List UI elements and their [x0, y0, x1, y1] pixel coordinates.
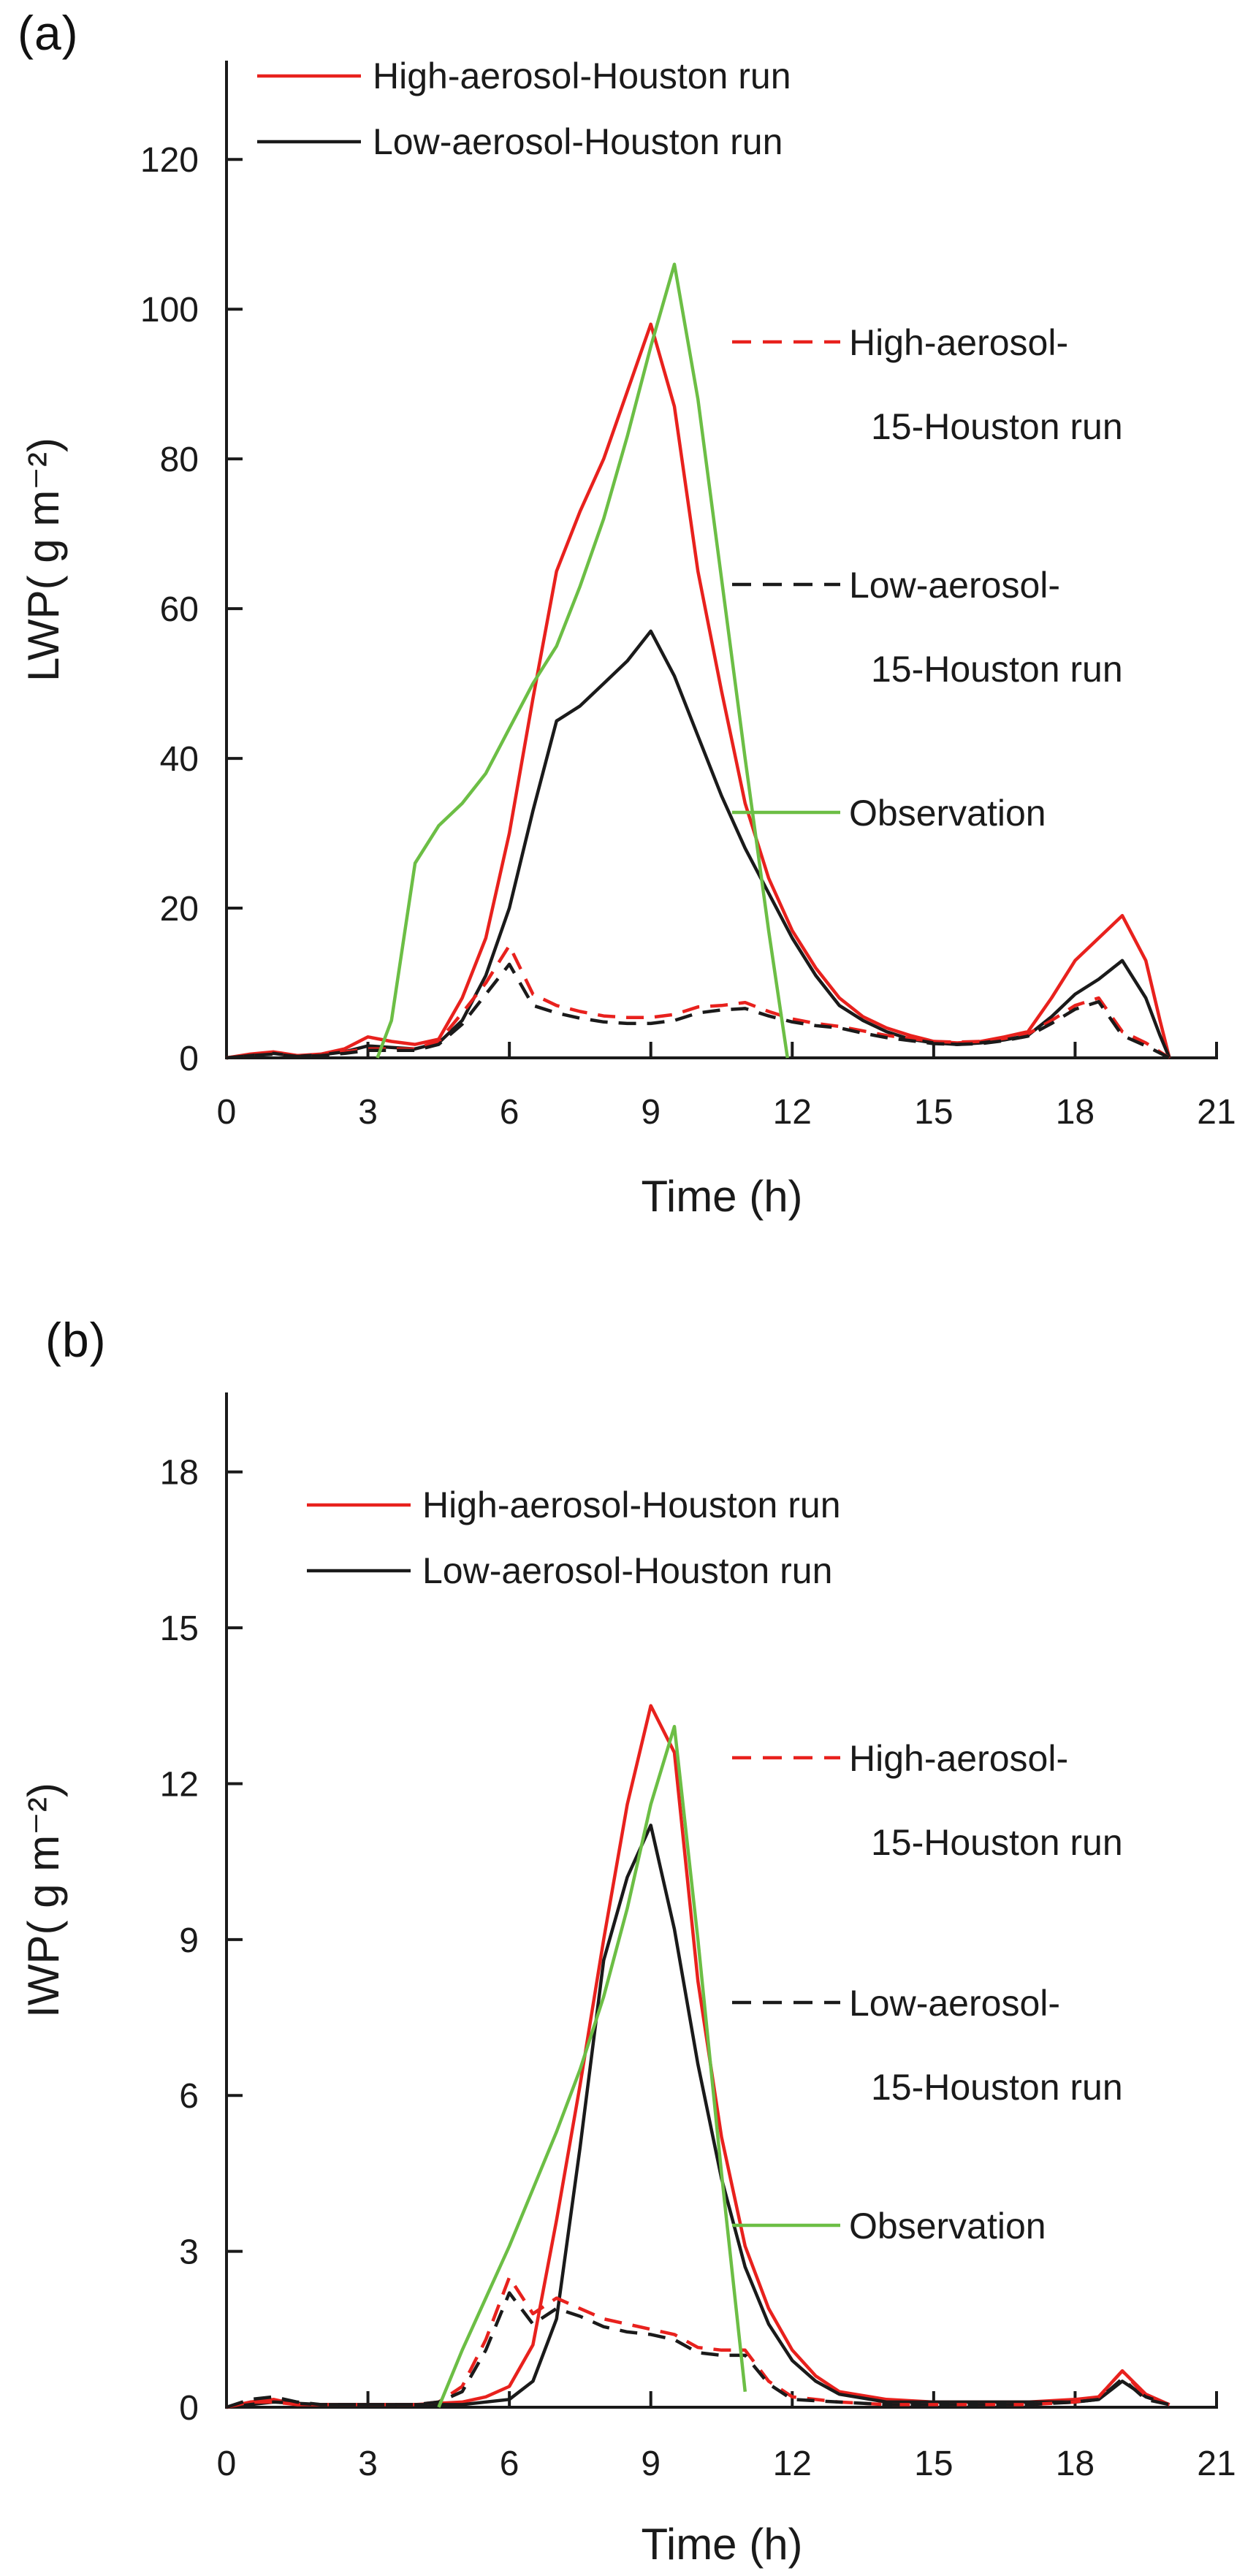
y-tick-label: 120: [140, 141, 199, 180]
lwp-line-chart: 0 3 6 9 12 15 18 21 0 20 40 60 80 100 120 Time (h) LWP( …: [19, 56, 1236, 1221]
legend-label-high-aerosol-houston-run: High-aerosol-Houston run: [422, 1485, 841, 1525]
series-line-low-aerosol-houston-run: [226, 629, 1171, 1060]
legend-label-high-aerosol-15-houston-run: High-aerosol-: [849, 1738, 1068, 1779]
x-tick-label: 15: [914, 1093, 953, 1132]
series-line-observation: [376, 262, 790, 1059]
x-tick-label: 21: [1197, 1093, 1236, 1132]
series-line-high-aerosol-15-houston-run: [226, 2275, 1171, 2409]
legend-label-high-aerosol-15-houston-run: 15-Houston run: [871, 1822, 1123, 1863]
x-axis-label: Time (h): [641, 2520, 802, 2569]
series-line-observation: [437, 1724, 747, 2408]
series-line-low-aerosol-15-houston-run: [226, 962, 1171, 1060]
legend-label-high-aerosol-15-houston-run: 15-Houston run: [871, 406, 1123, 447]
y-tick-label: 80: [160, 441, 199, 479]
axes: [225, 61, 1218, 1059]
x-tick-label: 21: [1197, 2444, 1236, 2483]
series-line-low-aerosol-15-houston-run: [226, 2291, 1170, 2409]
legend-label-observation: Observation: [849, 793, 1046, 834]
y-axis-label: IWP( g m⁻²): [19, 1783, 68, 2018]
axes: [225, 1392, 1218, 2409]
legend-label-low-aerosol-15-houston-run: 15-Houston run: [871, 649, 1123, 690]
x-tick-label: 12: [773, 2444, 812, 2483]
y-tick-label: 20: [160, 890, 199, 929]
panel-b-label: (b): [45, 1313, 107, 1367]
series-line-high-aerosol-houston-run: [226, 322, 1171, 1060]
x-tick-label: 0: [217, 1093, 237, 1132]
y-tick-label: 40: [160, 740, 199, 779]
x-tick-label: 15: [914, 2444, 953, 2483]
panel-b: (b) 0 3 6 9 12 15 18 21 0 3 6 9 12 15 18 Time (h) IWP( g…: [0, 1288, 1237, 2576]
legend-label-low-aerosol-15-houston-run: Low-aerosol-: [849, 1983, 1060, 2024]
y-tick-label: 12: [160, 1765, 199, 1804]
x-tick-label: 3: [358, 2444, 378, 2483]
legend-label-high-aerosol-houston-run: High-aerosol-Houston run: [373, 56, 791, 96]
x-tick-label: 9: [641, 1093, 661, 1132]
legend-label-low-aerosol-15-houston-run: 15-Houston run: [871, 2067, 1123, 2108]
y-tick-label: 100: [140, 291, 199, 329]
y-axis-label: LWP( g m⁻²): [19, 438, 68, 682]
panel-a: (a) 0 3 6 9 12 15 18 21 0 20 40 60 80 100 120 Time (h) L…: [18, 6, 1236, 1221]
y-tick-label: 60: [160, 590, 199, 629]
y-tick-label: 9: [179, 1921, 199, 1960]
series-line-high-aerosol-15-houston-run: [226, 944, 1171, 1060]
x-tick-label: 0: [217, 2444, 237, 2483]
x-tick-label: 6: [500, 2444, 519, 2483]
panel-a-label: (a): [18, 6, 79, 60]
x-tick-label: 18: [1056, 1093, 1095, 1132]
x-tick-label: 3: [358, 1093, 378, 1132]
legend-label-high-aerosol-15-houston-run: High-aerosol-: [849, 322, 1068, 363]
x-tick-label: 12: [773, 1093, 812, 1132]
y-tick-label: 0: [179, 2389, 199, 2428]
y-tick-label: 3: [179, 2233, 199, 2272]
y-tick-label: 0: [179, 1040, 199, 1078]
x-tick-label: 18: [1056, 2444, 1095, 2483]
series-line-low-aerosol-houston-run: [226, 1824, 1171, 2409]
legend-label-low-aerosol-15-houston-run: Low-aerosol-: [849, 565, 1060, 606]
iwp-line-chart: 0 3 6 9 12 15 18 21 0 3 6 9 12 15 18 Time (h) IWP( g m⁻²…: [19, 1392, 1236, 2569]
legend-label-low-aerosol-houston-run: Low-aerosol-Houston run: [373, 121, 783, 162]
x-tick-label: 6: [500, 1093, 519, 1132]
legend-label-observation: Observation: [849, 2206, 1046, 2247]
y-tick-label: 18: [160, 1454, 199, 1493]
y-tick-label: 15: [160, 1609, 199, 1648]
y-tick-label: 6: [179, 2077, 199, 2116]
x-tick-label: 9: [641, 2444, 661, 2483]
legend-label-low-aerosol-houston-run: Low-aerosol-Houston run: [422, 1550, 832, 1591]
x-axis-label: Time (h): [641, 1172, 802, 1221]
